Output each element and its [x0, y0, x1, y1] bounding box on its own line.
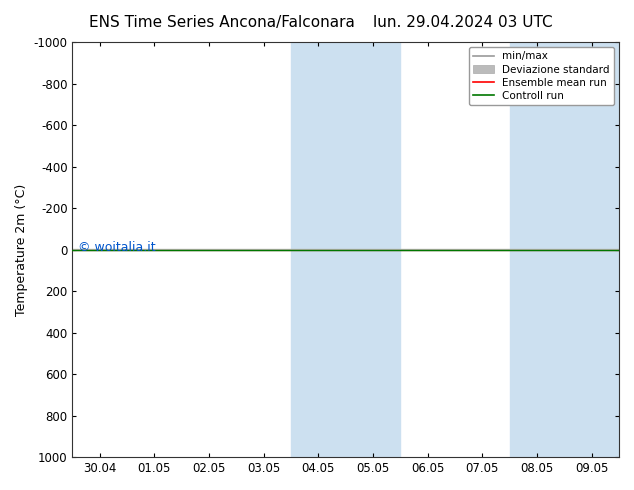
- Y-axis label: Temperature 2m (°C): Temperature 2m (°C): [15, 183, 28, 316]
- Bar: [510, 42, 619, 457]
- Legend: min/max, Deviazione standard, Ensemble mean run, Controll run: min/max, Deviazione standard, Ensemble m…: [469, 47, 614, 105]
- Bar: [291, 42, 400, 457]
- Text: ENS Time Series Ancona/Falconara: ENS Time Series Ancona/Falconara: [89, 15, 355, 30]
- Text: © woitalia.it: © woitalia.it: [78, 241, 155, 254]
- Text: lun. 29.04.2024 03 UTC: lun. 29.04.2024 03 UTC: [373, 15, 553, 30]
